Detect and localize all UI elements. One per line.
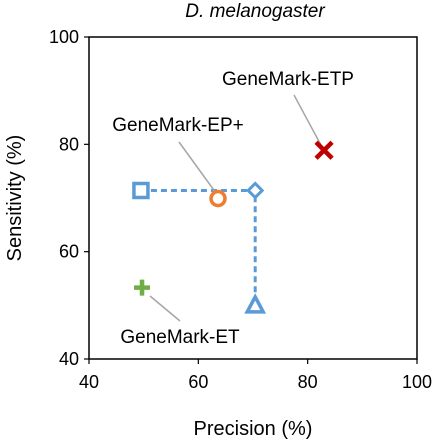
x-tick-label: 40 bbox=[79, 372, 99, 392]
leader-line bbox=[178, 141, 217, 194]
x-axis-label: Precision (%) bbox=[194, 418, 313, 440]
y-axis-label: Sensitivity (%) bbox=[4, 135, 26, 262]
point-label: GeneMark-ET bbox=[120, 327, 240, 348]
connector-path bbox=[140, 188, 257, 306]
dashed-connector-line bbox=[140, 188, 257, 306]
point-label: GeneMark-EP+ bbox=[112, 115, 243, 136]
x-tick-label: 80 bbox=[298, 372, 318, 392]
marker-triangle bbox=[244, 293, 267, 314]
y-tick-label: 80 bbox=[59, 134, 79, 154]
marker-square bbox=[132, 181, 150, 200]
point-label: GeneMark-ETP bbox=[222, 69, 354, 90]
x-tick-label: 100 bbox=[402, 372, 432, 392]
marker-cross bbox=[314, 140, 334, 160]
x-tick-label: 60 bbox=[188, 372, 208, 392]
marker-circle bbox=[209, 189, 227, 208]
y-tick-label: 40 bbox=[59, 349, 79, 369]
plot-frame bbox=[88, 36, 418, 360]
y-tick-label: 100 bbox=[49, 27, 79, 47]
marker-plus bbox=[134, 279, 151, 296]
marker-diamond bbox=[246, 181, 265, 200]
data-markers bbox=[132, 140, 334, 314]
annotation-labels: GeneMark-ET GeneMark-EP+ GeneMark-ETP bbox=[112, 69, 354, 348]
leader-line bbox=[149, 295, 181, 322]
axis-ticks: 40 60 80 100 40 60 80 100 bbox=[49, 27, 432, 392]
chart-title: D. melanogaster bbox=[185, 1, 325, 22]
leader-line bbox=[293, 94, 323, 148]
annotation-leaders bbox=[149, 94, 323, 322]
y-tick-label: 60 bbox=[59, 242, 79, 262]
